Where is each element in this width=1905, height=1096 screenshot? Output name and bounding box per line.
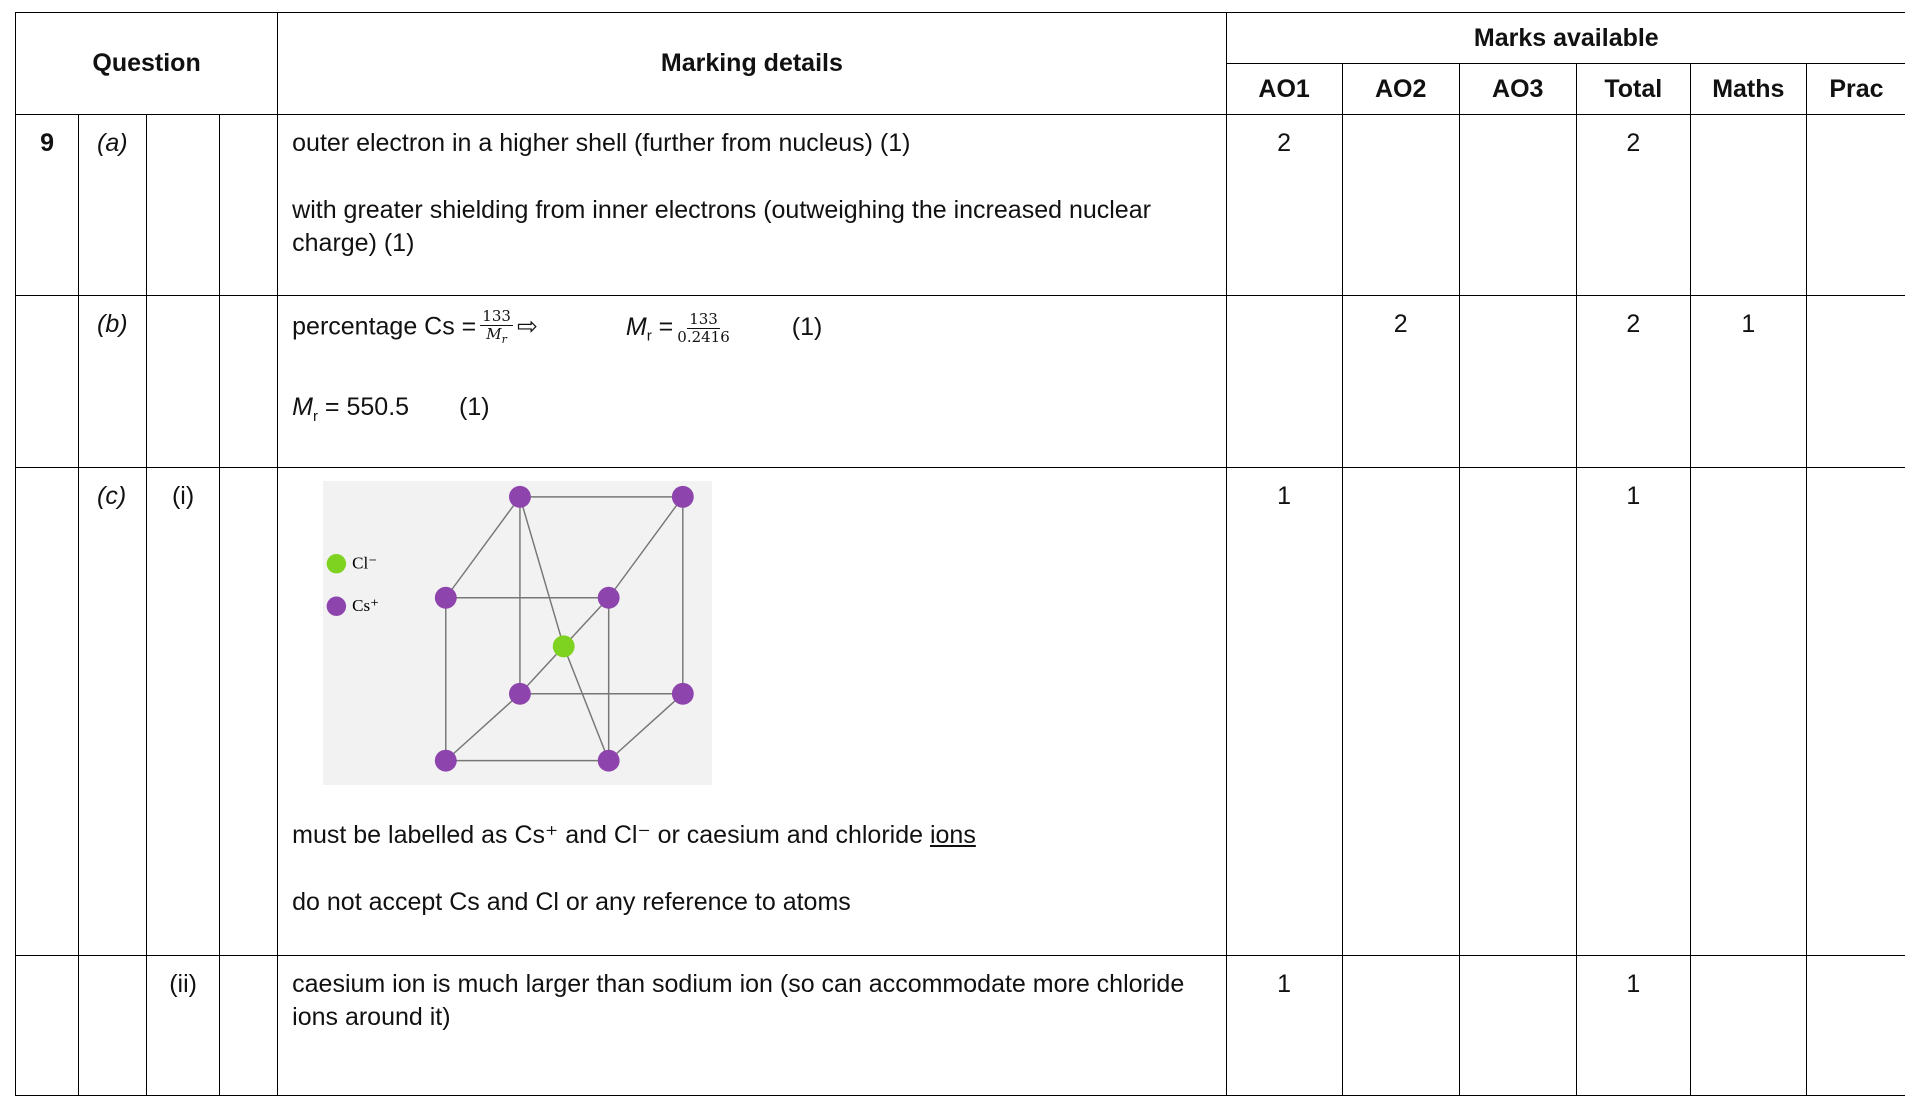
mark xyxy=(1226,296,1342,468)
header-column: Prac xyxy=(1806,64,1905,115)
mark: 2 xyxy=(1576,115,1690,296)
row: (ii) caesium ion is much larger than sod… xyxy=(16,955,1905,1095)
detail-text: with greater shielding from inner electr… xyxy=(292,194,1211,260)
arrow: ⇨ xyxy=(517,313,538,341)
sub-part: (ii) xyxy=(147,955,220,1095)
mark xyxy=(1459,296,1576,468)
mark xyxy=(1806,467,1905,955)
value: 550.5 xyxy=(346,393,409,421)
header-marking-details: Marking details xyxy=(278,13,1226,115)
subscript: r xyxy=(313,408,318,425)
header-marks-available: Marks available xyxy=(1226,13,1905,64)
part: (c) xyxy=(79,467,147,955)
denominator: M xyxy=(486,325,501,343)
legend-label: Cl⁻ xyxy=(352,553,377,572)
header-question: Question xyxy=(16,13,278,115)
mark xyxy=(1806,955,1905,1095)
mark: 1 xyxy=(1576,955,1690,1095)
mark xyxy=(1806,115,1905,296)
subscript: r xyxy=(502,333,507,346)
mark: 2 xyxy=(1226,115,1342,296)
mark xyxy=(1459,115,1576,296)
mark: 1 xyxy=(1690,296,1806,468)
text: must be labelled as Cs⁺ and Cl⁻ or caesi… xyxy=(292,821,923,849)
header-column: AO1 xyxy=(1226,64,1342,115)
mark xyxy=(1342,115,1459,296)
details: caesium ion is much larger than sodium i… xyxy=(278,955,1226,1095)
mark: 1 xyxy=(1226,467,1342,955)
denominator: 0.2416 xyxy=(677,329,730,346)
mark: 1 xyxy=(1576,467,1690,955)
numerator: 133 xyxy=(687,311,720,329)
detail-text: must be labelled as Cs⁺ and Cl⁻ or caesi… xyxy=(292,819,1211,852)
header-column: AO2 xyxy=(1342,64,1459,115)
detail-text: percentage Cs = xyxy=(292,313,476,341)
detail-text: caesium ion is much larger than sodium i… xyxy=(292,968,1211,1034)
mark: 2 xyxy=(1342,296,1459,468)
mark xyxy=(1342,955,1459,1095)
mark xyxy=(1459,955,1576,1095)
mark: 2 xyxy=(1576,296,1690,468)
symbol: M xyxy=(626,313,647,341)
header-column: Maths xyxy=(1690,64,1806,115)
details: outer electron in a higher shell (furthe… xyxy=(278,115,1226,296)
mark-label: (1) xyxy=(792,313,823,341)
header-column: AO3 xyxy=(1459,64,1576,115)
part: (b) xyxy=(79,296,147,468)
symbol: M xyxy=(292,393,313,421)
equals: = xyxy=(659,313,674,341)
row: (c) (i) Cl⁻ Cs⁺ must be labelled as Cs⁺ … xyxy=(16,467,1905,955)
question-number: 9 xyxy=(16,115,79,296)
detail-text: do not accept Cs and Cl or any reference… xyxy=(292,886,1211,919)
header-column: Total xyxy=(1576,64,1690,115)
diagram-background xyxy=(323,481,712,785)
cscl-lattice-diagram: Cl⁻ Cs⁺ xyxy=(323,481,712,785)
numerator: 133 xyxy=(480,308,513,326)
mark xyxy=(1459,467,1576,955)
sub-part: (i) xyxy=(147,467,220,955)
mark xyxy=(1690,467,1806,955)
subscript: r xyxy=(647,328,652,345)
details: Cl⁻ Cs⁺ must be labelled as Cs⁺ and Cl⁻ … xyxy=(278,467,1226,955)
page: Question Marking details Marks available… xyxy=(0,0,1905,1066)
detail-text: outer electron in a higher shell (furthe… xyxy=(292,127,1211,160)
equation: Mr = 550.5 (1) xyxy=(292,391,1211,433)
legend-label: Cs⁺ xyxy=(352,596,379,615)
mark xyxy=(1690,115,1806,296)
mark xyxy=(1806,296,1905,468)
underlined-text: ions xyxy=(930,821,976,849)
mark: 1 xyxy=(1226,955,1342,1095)
equals: = xyxy=(325,393,340,421)
part: (a) xyxy=(79,115,147,296)
mark-scheme-table: Question Marking details Marks available… xyxy=(15,12,1905,1096)
mark xyxy=(1690,955,1806,1095)
mark xyxy=(1342,467,1459,955)
row: 9 (a) outer electron in a higher shell (… xyxy=(16,115,1905,296)
mark-label: (1) xyxy=(459,393,490,421)
